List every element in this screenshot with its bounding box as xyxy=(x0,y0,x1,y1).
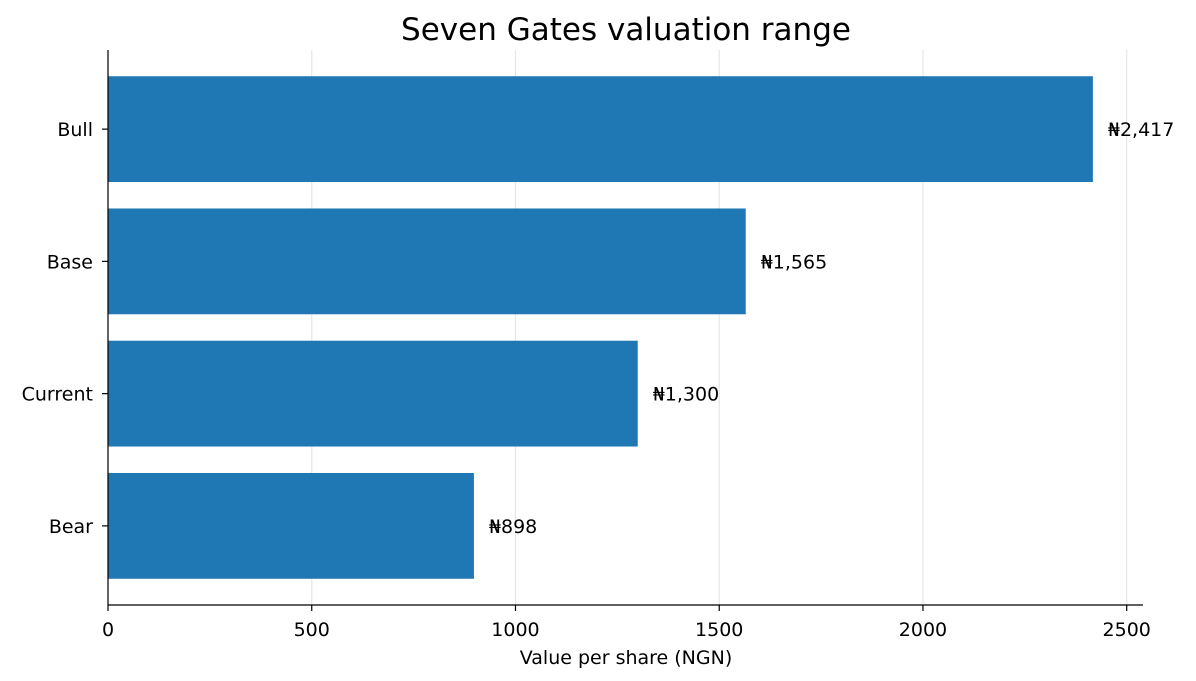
axis-layer xyxy=(102,50,1143,611)
label-layer: ₦898 Bear ₦1,300 Current ₦1,565 Base ₦2,417 Bul… xyxy=(22,119,1175,641)
bar-base xyxy=(108,208,746,315)
bar-bear xyxy=(108,472,474,579)
chart-title: Seven Gates valuation range xyxy=(401,12,851,48)
data-label-bull: ₦2,417 xyxy=(1108,119,1174,141)
x-tick-label: 2500 xyxy=(1103,619,1151,641)
x-axis-label: Value per share (NGN) xyxy=(520,647,733,669)
x-tick-label: 1000 xyxy=(491,619,539,641)
x-tick-label: 0 xyxy=(102,619,114,641)
y-tick-label-bear: Bear xyxy=(49,516,93,538)
data-label-base: ₦1,565 xyxy=(761,251,827,273)
bar-layer xyxy=(108,76,1093,579)
x-tick-label: 2000 xyxy=(899,619,947,641)
y-tick-label-base: Base xyxy=(47,251,93,273)
data-label-bear: ₦898 xyxy=(489,516,537,538)
x-tick-label: 1500 xyxy=(695,619,743,641)
data-label-current: ₦1,300 xyxy=(653,384,719,406)
x-tick-label: 500 xyxy=(294,619,330,641)
bar-current xyxy=(108,340,638,447)
bar-bull xyxy=(108,76,1093,183)
y-tick-label-bull: Bull xyxy=(57,119,93,141)
y-tick-label-current: Current xyxy=(22,384,93,406)
